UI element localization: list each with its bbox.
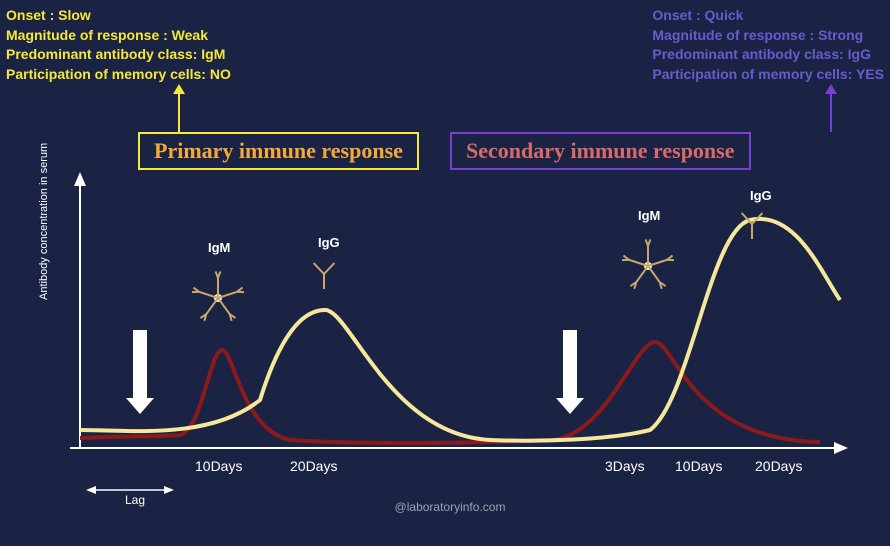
injection-arrow-icon (563, 330, 577, 400)
chart-area: Primary immune response Secondary immune… (50, 100, 850, 520)
x-tick: 10Days (195, 458, 242, 474)
x-tick: 20Days (290, 458, 337, 474)
connector-arrowhead-icon (173, 84, 185, 94)
y-axis-label: Antibody concentration in serum (38, 143, 50, 300)
igm-icon (192, 271, 244, 320)
primary-info: Onset : Slow Magnitude of response : Wea… (6, 6, 231, 84)
igg-icon (314, 263, 335, 289)
antibody-label: IgG (750, 188, 772, 203)
primary-magnitude: Magnitude of response : Weak (6, 26, 231, 46)
lag-label: Lag (125, 493, 145, 507)
connector-arrowhead-icon (825, 84, 837, 94)
antibody-label: IgG (318, 235, 340, 250)
igm-icon (622, 239, 674, 288)
x-tick: 10Days (675, 458, 722, 474)
primary-onset: Onset : Slow (6, 6, 231, 26)
secondary-antibody: Predominant antibody class: IgG (652, 45, 884, 65)
igg-icon (742, 213, 763, 239)
x-tick: 3Days (605, 458, 645, 474)
secondary-memory: Participation of memory cells: YES (652, 65, 884, 85)
antibody-label: IgM (208, 240, 230, 255)
secondary-info: Onset : Quick Magnitude of response : St… (652, 6, 884, 84)
primary-memory: Participation of memory cells: NO (6, 65, 231, 85)
secondary-magnitude: Magnitude of response : Strong (652, 26, 884, 46)
watermark: @laboratoryinfo.com (395, 500, 506, 514)
secondary-onset: Onset : Quick (652, 6, 884, 26)
antibody-label: IgM (638, 208, 660, 223)
chart-svg (50, 100, 850, 520)
x-tick: 20Days (755, 458, 802, 474)
injection-arrow-icon (133, 330, 147, 400)
primary-antibody: Predominant antibody class: IgM (6, 45, 231, 65)
